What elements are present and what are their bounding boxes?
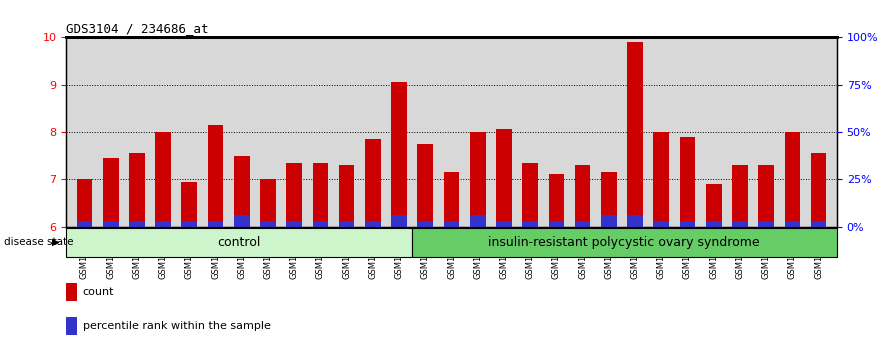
Bar [181,182,197,227]
Bar [574,165,590,227]
Text: percentile rank within the sample: percentile rank within the sample [83,321,270,331]
Text: ▶: ▶ [52,237,60,247]
Bar [496,221,512,227]
Bar [391,215,407,227]
Bar [66,228,411,257]
Text: count: count [83,287,115,297]
Bar [66,316,78,335]
Text: control: control [218,236,261,249]
Bar [601,172,617,227]
Bar [339,221,354,227]
Bar [233,215,249,227]
Bar [260,221,276,227]
Text: disease state: disease state [4,237,74,247]
Bar [470,215,485,227]
Bar [313,221,329,227]
Bar [732,165,748,227]
Bar [391,82,407,227]
Bar [103,158,119,227]
Text: insulin-resistant polycystic ovary syndrome: insulin-resistant polycystic ovary syndr… [488,236,760,249]
Bar [155,221,171,227]
Bar [286,221,302,227]
Bar [706,184,722,227]
Bar [66,282,78,301]
Bar [706,221,722,227]
Bar [679,221,695,227]
Bar [313,162,329,227]
Bar [784,221,800,227]
Bar [496,130,512,227]
Bar [77,179,93,227]
Bar [522,162,538,227]
Bar [418,221,433,227]
Bar [549,221,564,227]
Bar [811,221,826,227]
Bar [470,132,485,227]
Bar [418,144,433,227]
Bar [601,215,617,227]
Bar [365,221,381,227]
Bar [574,221,590,227]
Bar [759,221,774,227]
Bar [103,221,119,227]
Bar [549,175,564,227]
Bar [679,137,695,227]
Bar [155,132,171,227]
Bar [784,132,800,227]
Bar [627,215,643,227]
Bar [233,155,249,227]
Bar [654,132,670,227]
Bar [522,221,538,227]
Bar [129,221,144,227]
Bar [129,153,144,227]
Text: GDS3104 / 234686_at: GDS3104 / 234686_at [66,22,209,35]
Bar [260,179,276,227]
Bar [286,162,302,227]
Bar [411,228,837,257]
Bar [627,42,643,227]
Bar [759,165,774,227]
Bar [208,221,224,227]
Bar [444,172,459,227]
Bar [654,221,670,227]
Bar [77,221,93,227]
Bar [811,153,826,227]
Bar [181,221,197,227]
Bar [444,221,459,227]
Bar [732,221,748,227]
Bar [208,125,224,227]
Bar [339,165,354,227]
Bar [365,139,381,227]
